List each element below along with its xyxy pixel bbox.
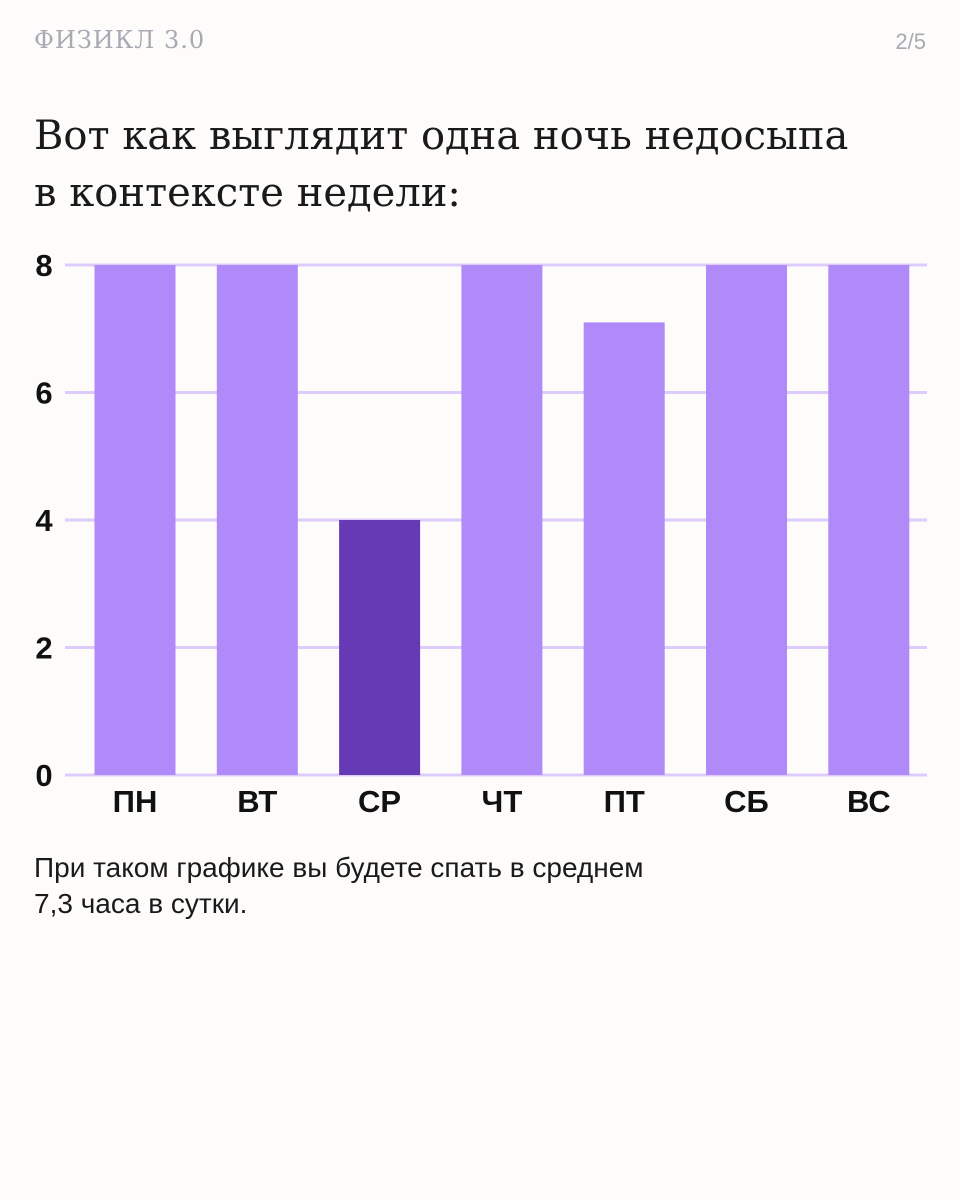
y-tick-label: 0 [35,758,52,793]
sleep-bar-chart: 0 2 4 6 8 ПН ВТ СР ЧТ ПТ СБ ВС [35,248,927,819]
caption: При таком графике вы будете спать в сред… [34,850,794,922]
headline-line-1: Вот как выглядит одна ночь недосыпа [34,113,849,159]
bar-2 [216,265,298,775]
x-tick-label: ВС [847,784,891,819]
bars [94,265,910,775]
x-tick-label: ВТ [237,784,277,819]
x-tick-label: СБ [724,784,769,819]
headline-line-2: в контексте недели: [34,170,461,216]
y-tick-label: 8 [35,248,52,283]
bar-4 [461,265,543,775]
x-tick-label: ПН [113,784,158,819]
y-tick-label: 6 [35,376,52,411]
bar-7 [828,265,910,775]
bar-5 [583,322,665,775]
bar-1 [94,265,176,775]
x-tick-labels: ПН ВТ СР ЧТ ПТ СБ ВС [113,784,891,819]
x-tick-label: ПТ [604,784,645,819]
x-tick-label: ЧТ [482,784,523,819]
bar-3 [339,520,421,775]
y-tick-label: 4 [35,503,53,538]
caption-line-2: 7,3 часа в сутки. [34,888,248,919]
y-tick-label: 2 [35,631,52,666]
y-tick-labels: 0 2 4 6 8 [35,248,53,793]
x-tick-label: СР [358,784,401,819]
headline: Вот как выглядит одна ночь недосыпа в ко… [34,108,914,222]
bar-6 [706,265,787,775]
caption-line-1: При таком графике вы будете спать в сред… [34,852,644,883]
brand-logo: ФИЗИКЛ 3.0 [34,26,206,54]
page-counter: 2/5 [895,29,926,54]
